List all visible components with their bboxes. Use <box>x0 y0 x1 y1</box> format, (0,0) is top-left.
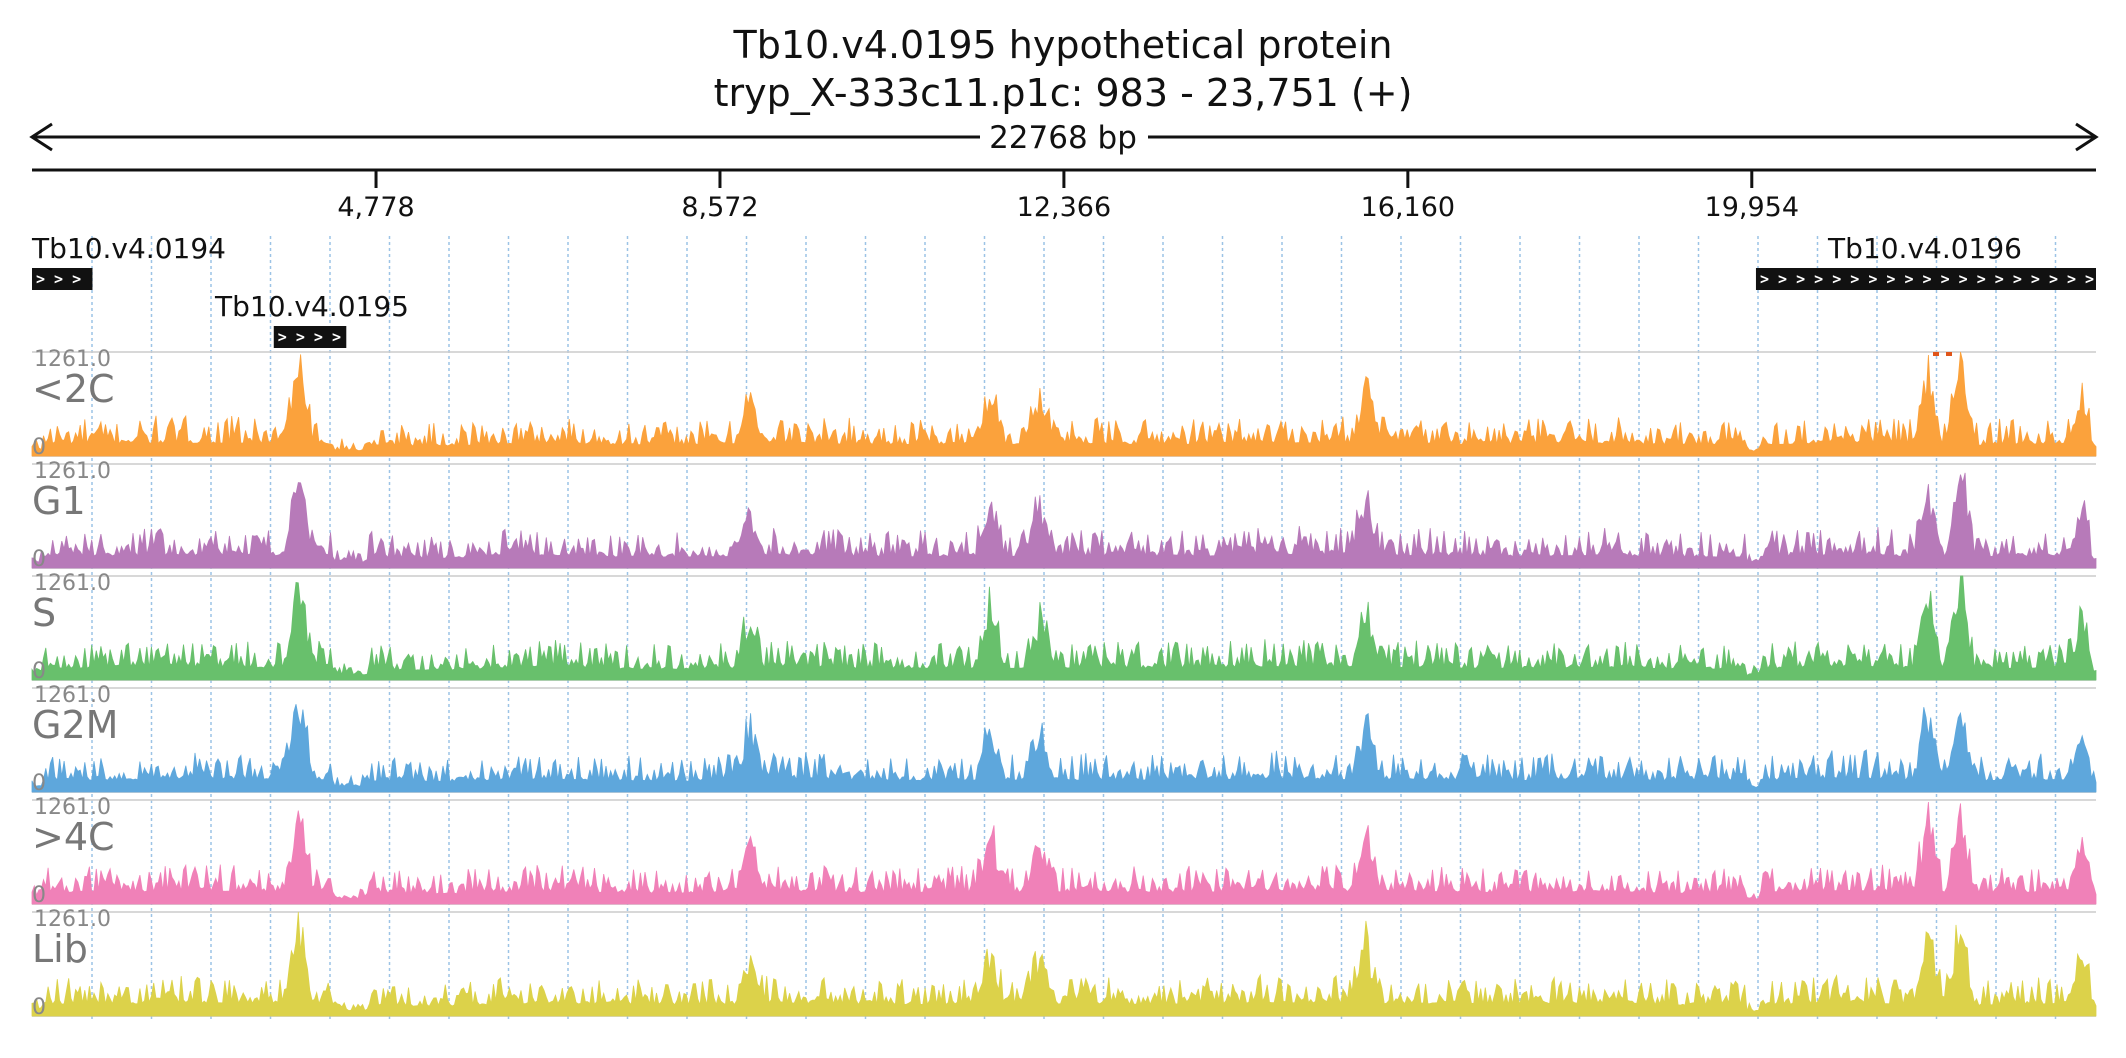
track-min-label: 0 <box>32 995 46 1020</box>
gene-label: Tb10.v4.0196 <box>1827 232 2022 265</box>
title-line-2: tryp_X-333c11.p1c: 983 - 23,751 (+) <box>714 71 1413 115</box>
x-tick-label: 12,366 <box>1017 192 1111 223</box>
track-min-label: 0 <box>32 435 46 460</box>
track-max-label: 1261.0 <box>34 683 111 708</box>
track-name: >4C <box>32 815 115 859</box>
overflow-marker <box>1946 352 1952 356</box>
gene-label: Tb10.v4.0194 <box>31 232 226 265</box>
track-max-label: 1261.0 <box>34 347 111 372</box>
gene-strand-arrows: > > > > <box>278 328 341 346</box>
track-max-label: 1261.0 <box>34 795 111 820</box>
gene-strand-arrows: > > > <box>36 270 81 288</box>
coverage-area <box>31 351 2097 457</box>
track-min-label: 0 <box>32 883 46 908</box>
track-name: G1 <box>32 479 86 523</box>
coverage-area <box>31 575 2097 681</box>
x-tick-label: 19,954 <box>1705 192 1799 223</box>
gene-bar[interactable] <box>1755 268 2096 290</box>
x-tick-label: 16,160 <box>1361 192 1455 223</box>
span-arrow-head-right <box>2075 122 2099 152</box>
track-name: Lib <box>32 927 88 971</box>
coverage-area <box>31 801 2097 905</box>
track-1: 1261.0G1 0 <box>31 459 2097 572</box>
track-2: 1261.0S 0 <box>31 571 2097 684</box>
coverage-area <box>31 704 2097 793</box>
span-arrow: 22768 bp <box>29 120 2099 156</box>
x-tick-label: 8,572 <box>681 192 758 223</box>
track-name: <2C <box>32 367 115 411</box>
title-line-1: Tb10.v4.0195 hypothetical protein <box>733 23 1393 67</box>
gene-bar[interactable] <box>32 268 93 290</box>
track-min-label: 0 <box>32 547 46 572</box>
track-min-label: 0 <box>32 771 46 796</box>
gene-label: Tb10.v4.0195 <box>214 290 409 323</box>
coverage-area <box>31 911 2097 1017</box>
track-max-label: 1261.0 <box>34 571 111 596</box>
track-min-label: 0 <box>32 659 46 684</box>
span-label: 22768 bp <box>989 120 1137 156</box>
track-name: S <box>32 591 56 635</box>
span-arrow-head-left <box>29 122 53 152</box>
track-0: 1261.0<2C 0 <box>31 347 2097 460</box>
coverage-tracks: 1261.0<2C01261.0G101261.0S01261.0G2M0126… <box>31 347 2097 1020</box>
x-tick-label: 4,778 <box>337 192 414 223</box>
gene-strand-arrows: > > > > > > > > > > > > > > > > > > > > <box>1760 270 2112 288</box>
overflow-marker <box>1933 352 1939 356</box>
track-name: G2M <box>32 703 118 747</box>
gene-bar[interactable] <box>273 326 347 348</box>
x-axis-ticks: 4,778 8,572 12,366 16,160 19,954 <box>337 170 1799 223</box>
track-max-label: 1261.0 <box>34 907 111 932</box>
gene-track: Tb10.v4.0194 > > > Tb10.v4.0195 > > > > Tb10… <box>31 232 2112 348</box>
track-4: 1261.0>4C 0 <box>31 795 2097 908</box>
coverage-area <box>31 472 2097 569</box>
track-max-label: 1261.0 <box>34 459 111 484</box>
